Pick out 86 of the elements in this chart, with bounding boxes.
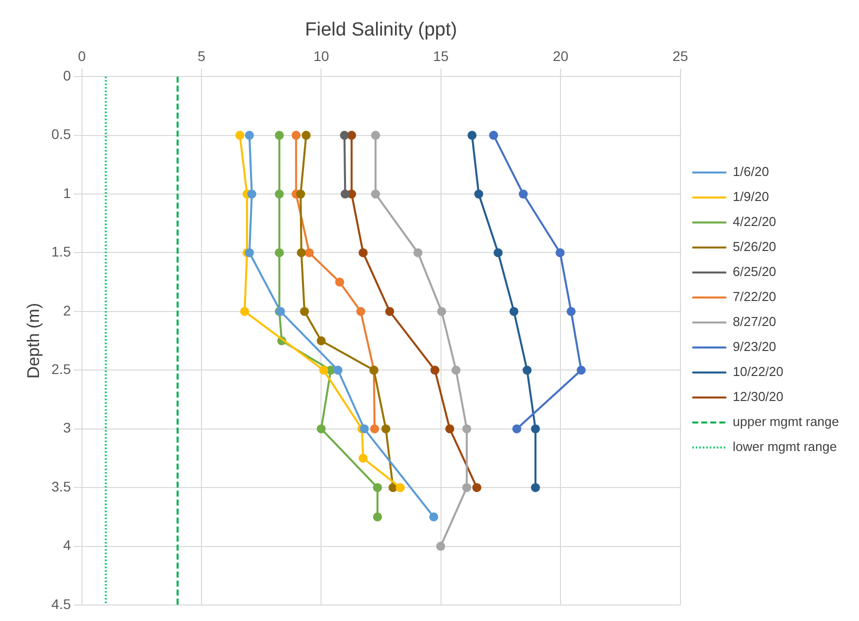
point (244, 130, 254, 140)
x-axis-title: Field Salinity (ppt) (305, 20, 458, 41)
y-tick-label: 3 (63, 420, 72, 436)
point (530, 424, 540, 434)
y-tick-label: 0.5 (51, 126, 72, 142)
point (335, 278, 344, 287)
point (509, 306, 518, 316)
point (530, 483, 540, 492)
y-tick-label: 4.5 (51, 596, 72, 612)
point (370, 424, 380, 434)
point (292, 130, 301, 140)
x-tick-label: 25 (672, 48, 688, 64)
point (340, 130, 349, 140)
point (372, 483, 382, 492)
x-tick-label: 15 (433, 48, 449, 64)
point (356, 306, 366, 316)
point (371, 190, 380, 199)
point (518, 190, 528, 199)
legend-label: 1/6/20 (732, 164, 769, 180)
point (430, 366, 440, 375)
point (381, 424, 390, 434)
legend-label: 12/30/20 (732, 389, 784, 404)
point (347, 130, 356, 140)
point (333, 366, 342, 375)
point (566, 306, 576, 316)
point (429, 512, 438, 522)
legend-label: 6/25/20 (732, 264, 776, 280)
legend-label: 4/22/20 (732, 214, 776, 230)
y-tick-label: 0 (63, 67, 72, 84)
legend-label: 1/9/20 (732, 189, 769, 204)
legend-label: 8/27/20 (732, 314, 776, 330)
point (358, 248, 368, 258)
point (436, 542, 446, 551)
legend-label: 5/26/20 (732, 239, 776, 254)
point (576, 366, 586, 375)
point (302, 130, 311, 140)
point (468, 130, 477, 140)
point (494, 248, 503, 258)
point (462, 424, 472, 434)
y-tick-label: 2.5 (51, 361, 72, 378)
point (462, 483, 472, 492)
point (371, 130, 380, 140)
y-tick-label: 3.5 (51, 478, 72, 494)
legend-label: 10/22/20 (732, 364, 784, 380)
point (372, 512, 382, 522)
point (274, 248, 284, 258)
point (413, 248, 422, 258)
legend-label: 9/23/20 (732, 339, 776, 354)
point (489, 130, 498, 140)
point (316, 336, 326, 346)
legend-label: lower mgmt range (732, 439, 837, 454)
y-tick-label: 1 (63, 184, 72, 201)
point (385, 306, 394, 316)
point (296, 190, 306, 199)
point (512, 424, 522, 434)
point (445, 424, 454, 434)
point (296, 248, 306, 258)
x-tick-label: 10 (313, 48, 330, 64)
point (235, 130, 244, 140)
legend-label: upper mgmt range (732, 414, 840, 430)
y-tick-label: 4 (63, 537, 72, 554)
x-tick-label: 20 (552, 48, 569, 64)
point (396, 483, 405, 492)
point (474, 190, 484, 199)
point (247, 190, 256, 199)
point (304, 248, 314, 258)
point (274, 130, 284, 140)
point (340, 190, 350, 199)
y-tick-label: 1.5 (51, 244, 72, 260)
x-tick-label: 5 (198, 48, 206, 64)
point (240, 306, 250, 316)
point (319, 366, 328, 375)
point (556, 248, 565, 258)
y-axis-title: Depth (m) (24, 303, 43, 379)
point (360, 424, 369, 434)
point (522, 366, 532, 375)
x-tick-label: 0 (78, 48, 86, 64)
point (274, 190, 284, 199)
point (316, 424, 326, 434)
point (437, 306, 446, 316)
y-tick-label: 2 (63, 302, 72, 318)
point (358, 454, 368, 463)
point (472, 483, 482, 492)
point (300, 306, 309, 316)
point (451, 366, 460, 375)
legend-label: 7/22/20 (732, 289, 776, 304)
